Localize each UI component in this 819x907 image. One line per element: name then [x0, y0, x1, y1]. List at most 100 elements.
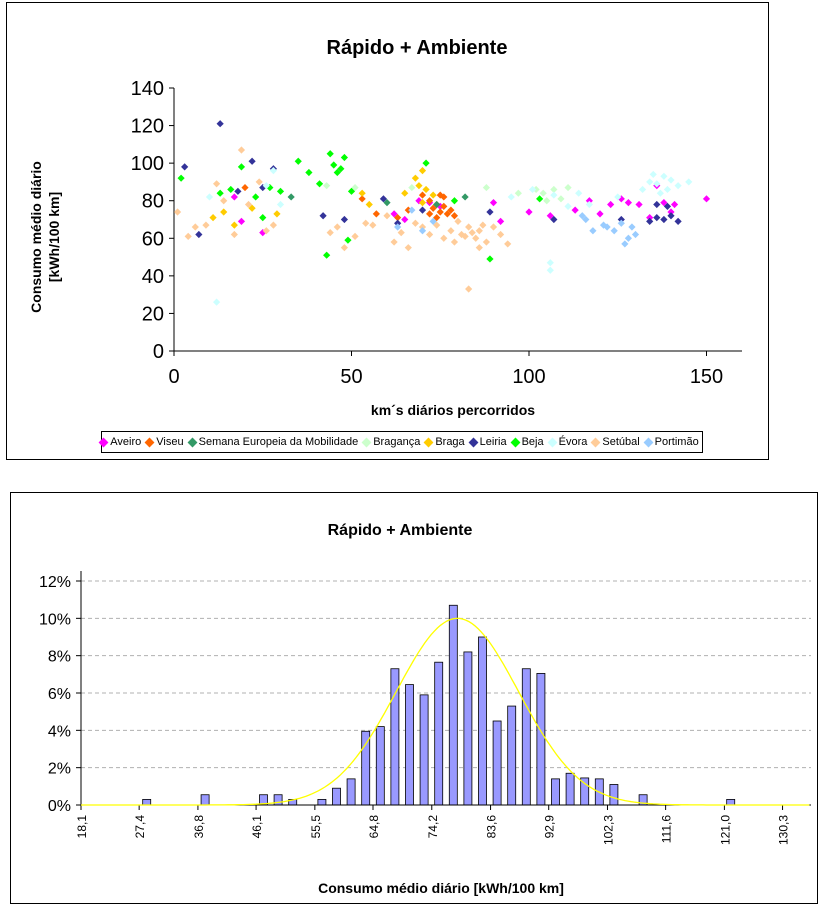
x-tick-label: 0	[168, 366, 179, 388]
point-evora	[269, 167, 277, 175]
point-braga	[401, 189, 409, 197]
histogram-bar	[361, 730, 371, 806]
legend-label: Setúbal	[602, 436, 640, 448]
point-portimao	[589, 227, 597, 235]
point-beja	[450, 197, 459, 205]
point-viseu	[426, 197, 434, 205]
point-braganca	[408, 183, 416, 192]
point-evora	[653, 180, 661, 188]
point-leiria	[646, 217, 654, 225]
point-aveiro	[702, 195, 711, 203]
point-leiria	[667, 212, 675, 220]
point-leiria	[181, 163, 189, 171]
point-setubal	[426, 230, 434, 239]
point-aveiro	[667, 208, 675, 216]
histogram-bar	[492, 720, 502, 806]
point-beja	[326, 150, 334, 158]
point-leiria	[660, 215, 668, 224]
histogram-bar	[536, 672, 546, 806]
point-setubal	[244, 200, 253, 209]
point-leiria	[653, 200, 661, 209]
point-braga	[411, 174, 419, 182]
legend-item: Braga	[423, 436, 465, 448]
point-setubal	[468, 229, 476, 237]
point-braganca	[514, 189, 522, 197]
point-aveiro	[546, 212, 554, 220]
point-evora	[546, 259, 554, 267]
point-aveiro	[230, 193, 238, 201]
point-aveiro	[670, 200, 679, 209]
y-tick-label: 60	[142, 228, 164, 250]
x-tick-label: 46,1	[250, 815, 264, 839]
legend-item: Leiria	[468, 436, 507, 448]
y-axis-label-line2: [kWh/100 km]	[46, 192, 62, 282]
histogram-bar	[609, 784, 619, 806]
x-tick-label: 83,6	[485, 815, 499, 839]
point-setubal	[454, 217, 462, 225]
point-setubal	[351, 232, 359, 241]
point-viseu	[443, 210, 451, 218]
legend-label: Portimão	[654, 436, 699, 448]
point-evora	[564, 202, 572, 210]
point-leiria	[234, 187, 242, 195]
point-beja	[330, 161, 338, 169]
legend-marker	[361, 437, 372, 447]
point-beja	[237, 163, 246, 171]
point-beja	[259, 214, 267, 222]
histogram-bar	[332, 787, 341, 806]
point-braganca	[539, 189, 547, 197]
y-tick-label: 120	[131, 116, 164, 138]
point-setubal	[433, 221, 441, 229]
legend-label: Beja	[521, 436, 544, 448]
point-portimao	[617, 219, 625, 227]
point-setubal	[497, 230, 505, 239]
point-setubal	[390, 238, 398, 246]
point-setubal	[465, 223, 473, 231]
point-evora	[550, 191, 558, 199]
point-aveiro	[660, 198, 668, 207]
point-evora	[639, 185, 647, 194]
point-aveiro	[585, 197, 593, 205]
x-tick-label: 130,3	[777, 815, 791, 845]
point-braga	[429, 191, 437, 199]
point-portimao	[621, 240, 629, 248]
point-evora	[614, 193, 622, 201]
point-beja	[340, 153, 348, 162]
point-braganca	[550, 185, 558, 194]
point-portimao	[582, 215, 590, 224]
point-setubal	[479, 221, 487, 229]
point-viseu	[433, 214, 441, 222]
point-setubal	[489, 223, 498, 231]
point-viseu	[426, 210, 434, 218]
point-leiria	[617, 215, 625, 224]
point-leiria	[550, 215, 558, 224]
point-setubal	[504, 240, 512, 248]
point-portimao	[408, 206, 416, 214]
point-leiria	[216, 120, 224, 128]
point-evora	[528, 185, 537, 194]
y-tick-label: 10%	[39, 611, 71, 628]
scatter-plot-area: Rápido + Ambiente Consumo médio diário […	[28, 37, 742, 418]
point-braga	[415, 182, 423, 190]
point-evora	[660, 172, 668, 180]
histogram-bar	[200, 794, 210, 806]
point-aveiro	[497, 217, 505, 225]
point-setubal	[404, 244, 412, 252]
legend-item: Viseu	[144, 436, 184, 448]
point-viseu	[447, 206, 455, 214]
point-setubal	[482, 238, 490, 246]
legend-label: Bragança	[373, 436, 421, 448]
point-leiria	[674, 217, 682, 225]
point-aveiro	[525, 208, 533, 216]
x-tick-label: 102,3	[601, 815, 615, 845]
point-evora	[276, 200, 285, 209]
point-viseu	[418, 191, 427, 199]
legend-label: Semana Europeia da Mobilidade	[198, 436, 359, 448]
point-setubal	[326, 229, 334, 237]
scatter-chart: Rápido + Ambiente Consumo médio diário […	[6, 2, 769, 460]
point-aveiro	[390, 210, 398, 218]
y-tick-label: 0	[153, 341, 164, 363]
point-evora	[685, 178, 693, 186]
point-portimao	[394, 223, 402, 231]
histogram-plot-area: Rápido + Ambiente Consumo médio diário […	[39, 522, 811, 896]
